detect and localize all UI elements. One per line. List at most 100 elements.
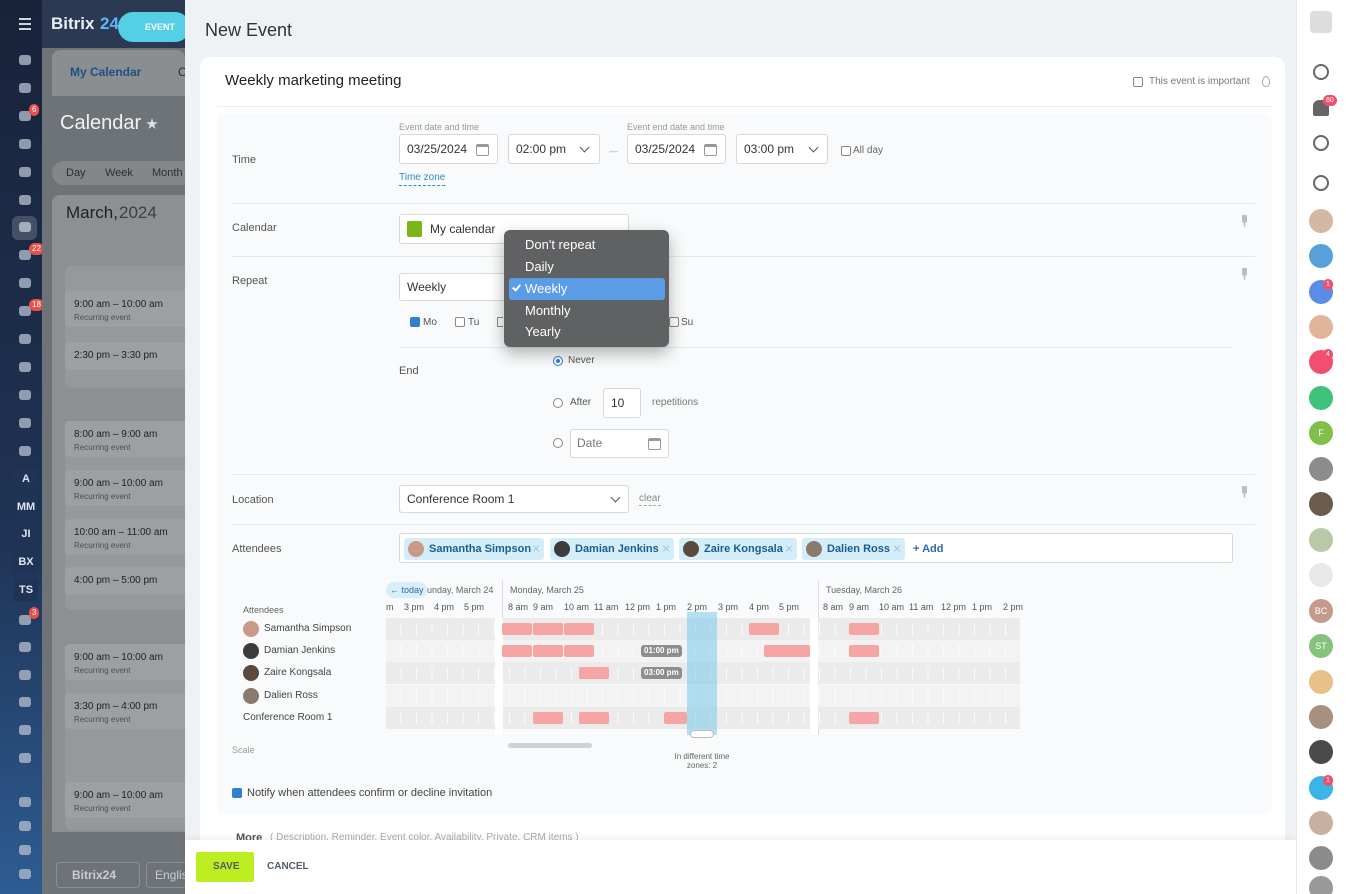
sidebar-label[interactable]: JI [14,523,38,545]
sidebar-icon[interactable] [19,446,31,456]
sidebar-icon[interactable] [19,821,31,831]
tab[interactable]: C [178,65,187,79]
event-card[interactable] [65,693,185,729]
avatar[interactable] [1309,740,1333,764]
radio[interactable] [553,398,563,408]
checkbox[interactable] [455,317,465,327]
view-tab[interactable]: Day [66,167,86,179]
avatar[interactable] [1309,811,1333,835]
sidebar-icon[interactable] [19,362,31,372]
cancel-button[interactable]: CANCEL [267,861,309,872]
save-button[interactable] [196,852,254,882]
avatar[interactable] [1309,563,1333,587]
avatar[interactable] [1309,209,1333,233]
avatar[interactable] [1309,492,1333,516]
sidebar-icon[interactable] [19,418,31,428]
sidebar-icon[interactable] [19,195,31,205]
event-button[interactable] [118,12,190,42]
event-card[interactable] [65,470,185,506]
event-card[interactable] [65,421,185,457]
sidebar-icon[interactable] [19,250,31,260]
sidebar-icon[interactable] [19,167,31,177]
avatar[interactable] [1309,244,1333,268]
event-card[interactable] [65,291,185,327]
radio[interactable] [553,438,563,448]
sidebar-icon[interactable] [19,725,31,735]
attendee-chip[interactable] [550,538,674,560]
right-icon[interactable] [1313,135,1329,151]
avatar[interactable] [1309,421,1333,445]
avatar[interactable] [1309,705,1333,729]
sidebar-icon[interactable] [19,334,31,344]
sidebar-label[interactable]: TS [14,579,38,601]
checkbox[interactable] [232,788,242,798]
input[interactable] [508,134,600,164]
avatar[interactable] [1309,315,1333,339]
input[interactable] [736,134,828,164]
input[interactable] [603,388,641,418]
sidebar-icon[interactable] [19,222,31,232]
footer-button[interactable] [56,862,140,888]
input[interactable] [399,485,629,513]
event-card[interactable] [65,644,185,680]
sidebar-label[interactable]: BX [14,551,38,573]
dropdown-option[interactable]: Monthly [525,303,571,318]
help-button[interactable] [1310,11,1332,33]
sidebar-icon[interactable] [19,615,31,625]
sidebar-icon[interactable] [19,111,31,121]
scale-label[interactable]: Scale [232,745,255,755]
checkbox[interactable] [841,146,851,156]
time-zone-link[interactable]: Time zone [399,171,446,186]
clear-link[interactable]: clear [639,493,661,506]
sidebar-icon[interactable] [19,753,31,763]
dropdown-option[interactable]: Daily [525,259,554,274]
event-card[interactable] [65,342,185,370]
attendee-chip[interactable] [679,538,797,560]
sidebar-icon[interactable] [19,139,31,149]
event-card[interactable] [65,782,185,818]
menu-icon-line[interactable] [19,18,31,20]
attendee-chip[interactable] [404,538,544,560]
checkbox[interactable] [410,317,420,327]
sidebar-icon[interactable] [19,697,31,707]
sidebar-icon[interactable] [19,797,31,807]
scrollbar[interactable] [508,743,592,748]
avatar[interactable] [1309,599,1333,623]
avatar[interactable] [1309,876,1333,894]
sidebar-icon[interactable] [19,55,31,65]
dropdown-option[interactable]: Don't repeat [525,237,596,252]
avatar[interactable] [1309,457,1333,481]
view-tab[interactable]: Week [105,167,133,179]
menu-icon-line[interactable] [19,28,31,30]
checkbox[interactable] [1133,77,1143,87]
pin-icon[interactable] [1242,268,1247,280]
sidebar-icon[interactable] [19,642,31,652]
menu-icon-line[interactable] [19,23,31,25]
sidebar-label[interactable]: A [14,468,38,490]
avatar[interactable] [1309,634,1333,658]
input[interactable] [570,429,669,458]
avatar[interactable] [1309,528,1333,552]
event-card[interactable] [65,567,185,595]
avatar[interactable] [1309,670,1333,694]
avatar[interactable] [1309,386,1333,410]
sidebar-icon[interactable] [19,869,31,879]
sidebar-icon[interactable] [19,306,31,316]
sidebar-icon[interactable] [19,83,31,93]
dropdown-option[interactable]: Yearly [525,324,561,339]
right-icon[interactable] [1313,175,1329,191]
attendee-chip[interactable] [802,538,905,560]
dropdown-option[interactable]: Weekly [525,281,568,296]
sidebar-icon[interactable] [19,278,31,288]
view-tab[interactable]: Month [152,167,183,179]
avatar[interactable] [1309,846,1333,870]
sidebar-icon[interactable] [19,845,31,855]
today-chip[interactable] [386,582,427,598]
input[interactable] [627,134,726,164]
right-icon[interactable] [1313,64,1329,80]
event-card[interactable] [65,519,185,555]
sidebar-label[interactable]: MM [14,496,38,518]
pin-icon[interactable] [1242,486,1247,498]
pin-icon[interactable] [1242,215,1247,227]
sidebar-icon[interactable] [19,390,31,400]
